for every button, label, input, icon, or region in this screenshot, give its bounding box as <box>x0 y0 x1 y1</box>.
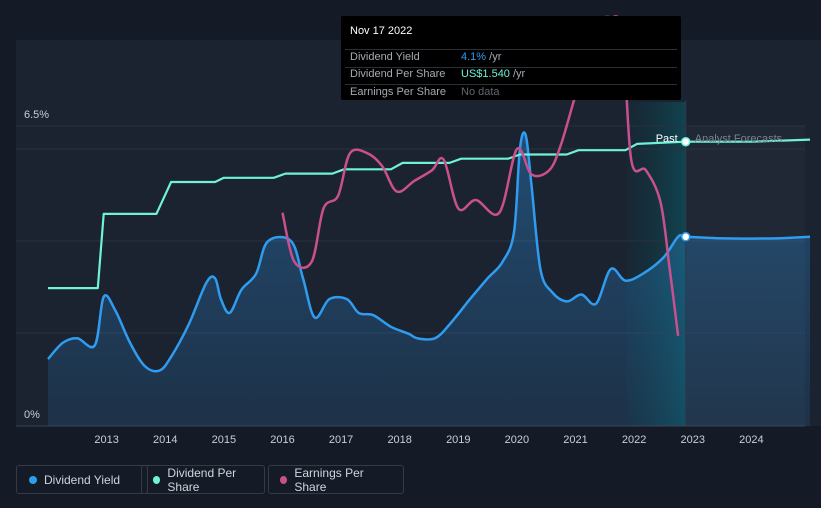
x-tick-label: 2019 <box>446 434 470 446</box>
legend-label: Dividend Yield <box>44 472 121 487</box>
tooltip-value: US$1.540 <box>461 68 510 80</box>
earnings-per-share-line <box>281 15 680 336</box>
x-tick-label: 2013 <box>94 434 118 446</box>
legend-item-earnings-per-share[interactable]: Earnings Per Share <box>268 465 404 494</box>
tooltip: Nov 17 2022 Dividend Yield 4.1% /yr Divid… <box>341 16 681 100</box>
legend-dot-icon <box>153 475 161 484</box>
x-tick-label: 2023 <box>681 434 705 446</box>
legend-dot-icon <box>29 475 37 484</box>
dividend-per-share-marker <box>680 136 691 147</box>
series-areas <box>48 132 810 426</box>
y-tick-label: 6.5% <box>24 109 49 121</box>
x-tick-label: 2015 <box>212 434 236 446</box>
past-label: Past <box>656 133 678 145</box>
analyst-forecasts-label: Analyst Forecasts <box>695 133 783 145</box>
x-tick-label: 2024 <box>739 434 763 446</box>
tooltip-unit: /yr <box>509 68 526 80</box>
axis-labels: 0% 6.5% 2013 2014 2015 2016 2017 2018 2019 2020 20… <box>24 109 764 446</box>
legend-dot-icon <box>280 475 288 484</box>
y-tick-label: 0% <box>24 409 40 421</box>
x-tick-label: 2022 <box>622 434 646 446</box>
dividend-per-share-line <box>48 138 811 290</box>
x-tick-label: 2014 <box>153 434 177 446</box>
x-tick-label: 2016 <box>270 434 294 446</box>
dividend-yield-area <box>48 132 810 426</box>
tooltip-value: No data <box>461 86 500 98</box>
x-tick-label: 2020 <box>505 434 529 446</box>
tooltip-label: Dividend Per Share <box>350 68 446 80</box>
tooltip-row-dividend-per-share: Dividend Per Share US$1.540 /yr <box>350 66 525 83</box>
tooltip-divider <box>345 84 677 85</box>
x-tick-label: 2018 <box>387 434 411 446</box>
legend-item-dividend-per-share[interactable]: Dividend Per Share <box>141 465 265 494</box>
tooltip-value: 4.1% <box>461 51 487 63</box>
tooltip-row-earnings-per-share: Earnings Per Share No data <box>350 84 500 101</box>
x-tick-label: 2017 <box>329 434 353 446</box>
dividend-yield-line <box>47 131 811 373</box>
series-markers <box>680 100 691 426</box>
tooltip-label: Earnings Per Share <box>350 86 446 98</box>
tooltip-divider <box>345 67 677 68</box>
legend-label: Dividend Per Share <box>167 465 237 494</box>
series-lines <box>47 15 811 373</box>
tooltip-row-dividend-yield: Dividend Yield 4.1% /yr <box>350 49 501 66</box>
tooltip-date: Nov 17 2022 <box>350 25 413 37</box>
dividend-yield-marker <box>680 232 691 242</box>
legend-item-dividend-yield[interactable]: Dividend Yield <box>16 465 148 494</box>
x-tick-label: 2021 <box>563 434 587 446</box>
tooltip-label: Dividend Yield <box>350 51 420 63</box>
legend-label: Earnings Per Share <box>294 465 364 494</box>
tooltip-unit: /yr <box>486 51 502 63</box>
tooltip-divider <box>345 49 677 50</box>
